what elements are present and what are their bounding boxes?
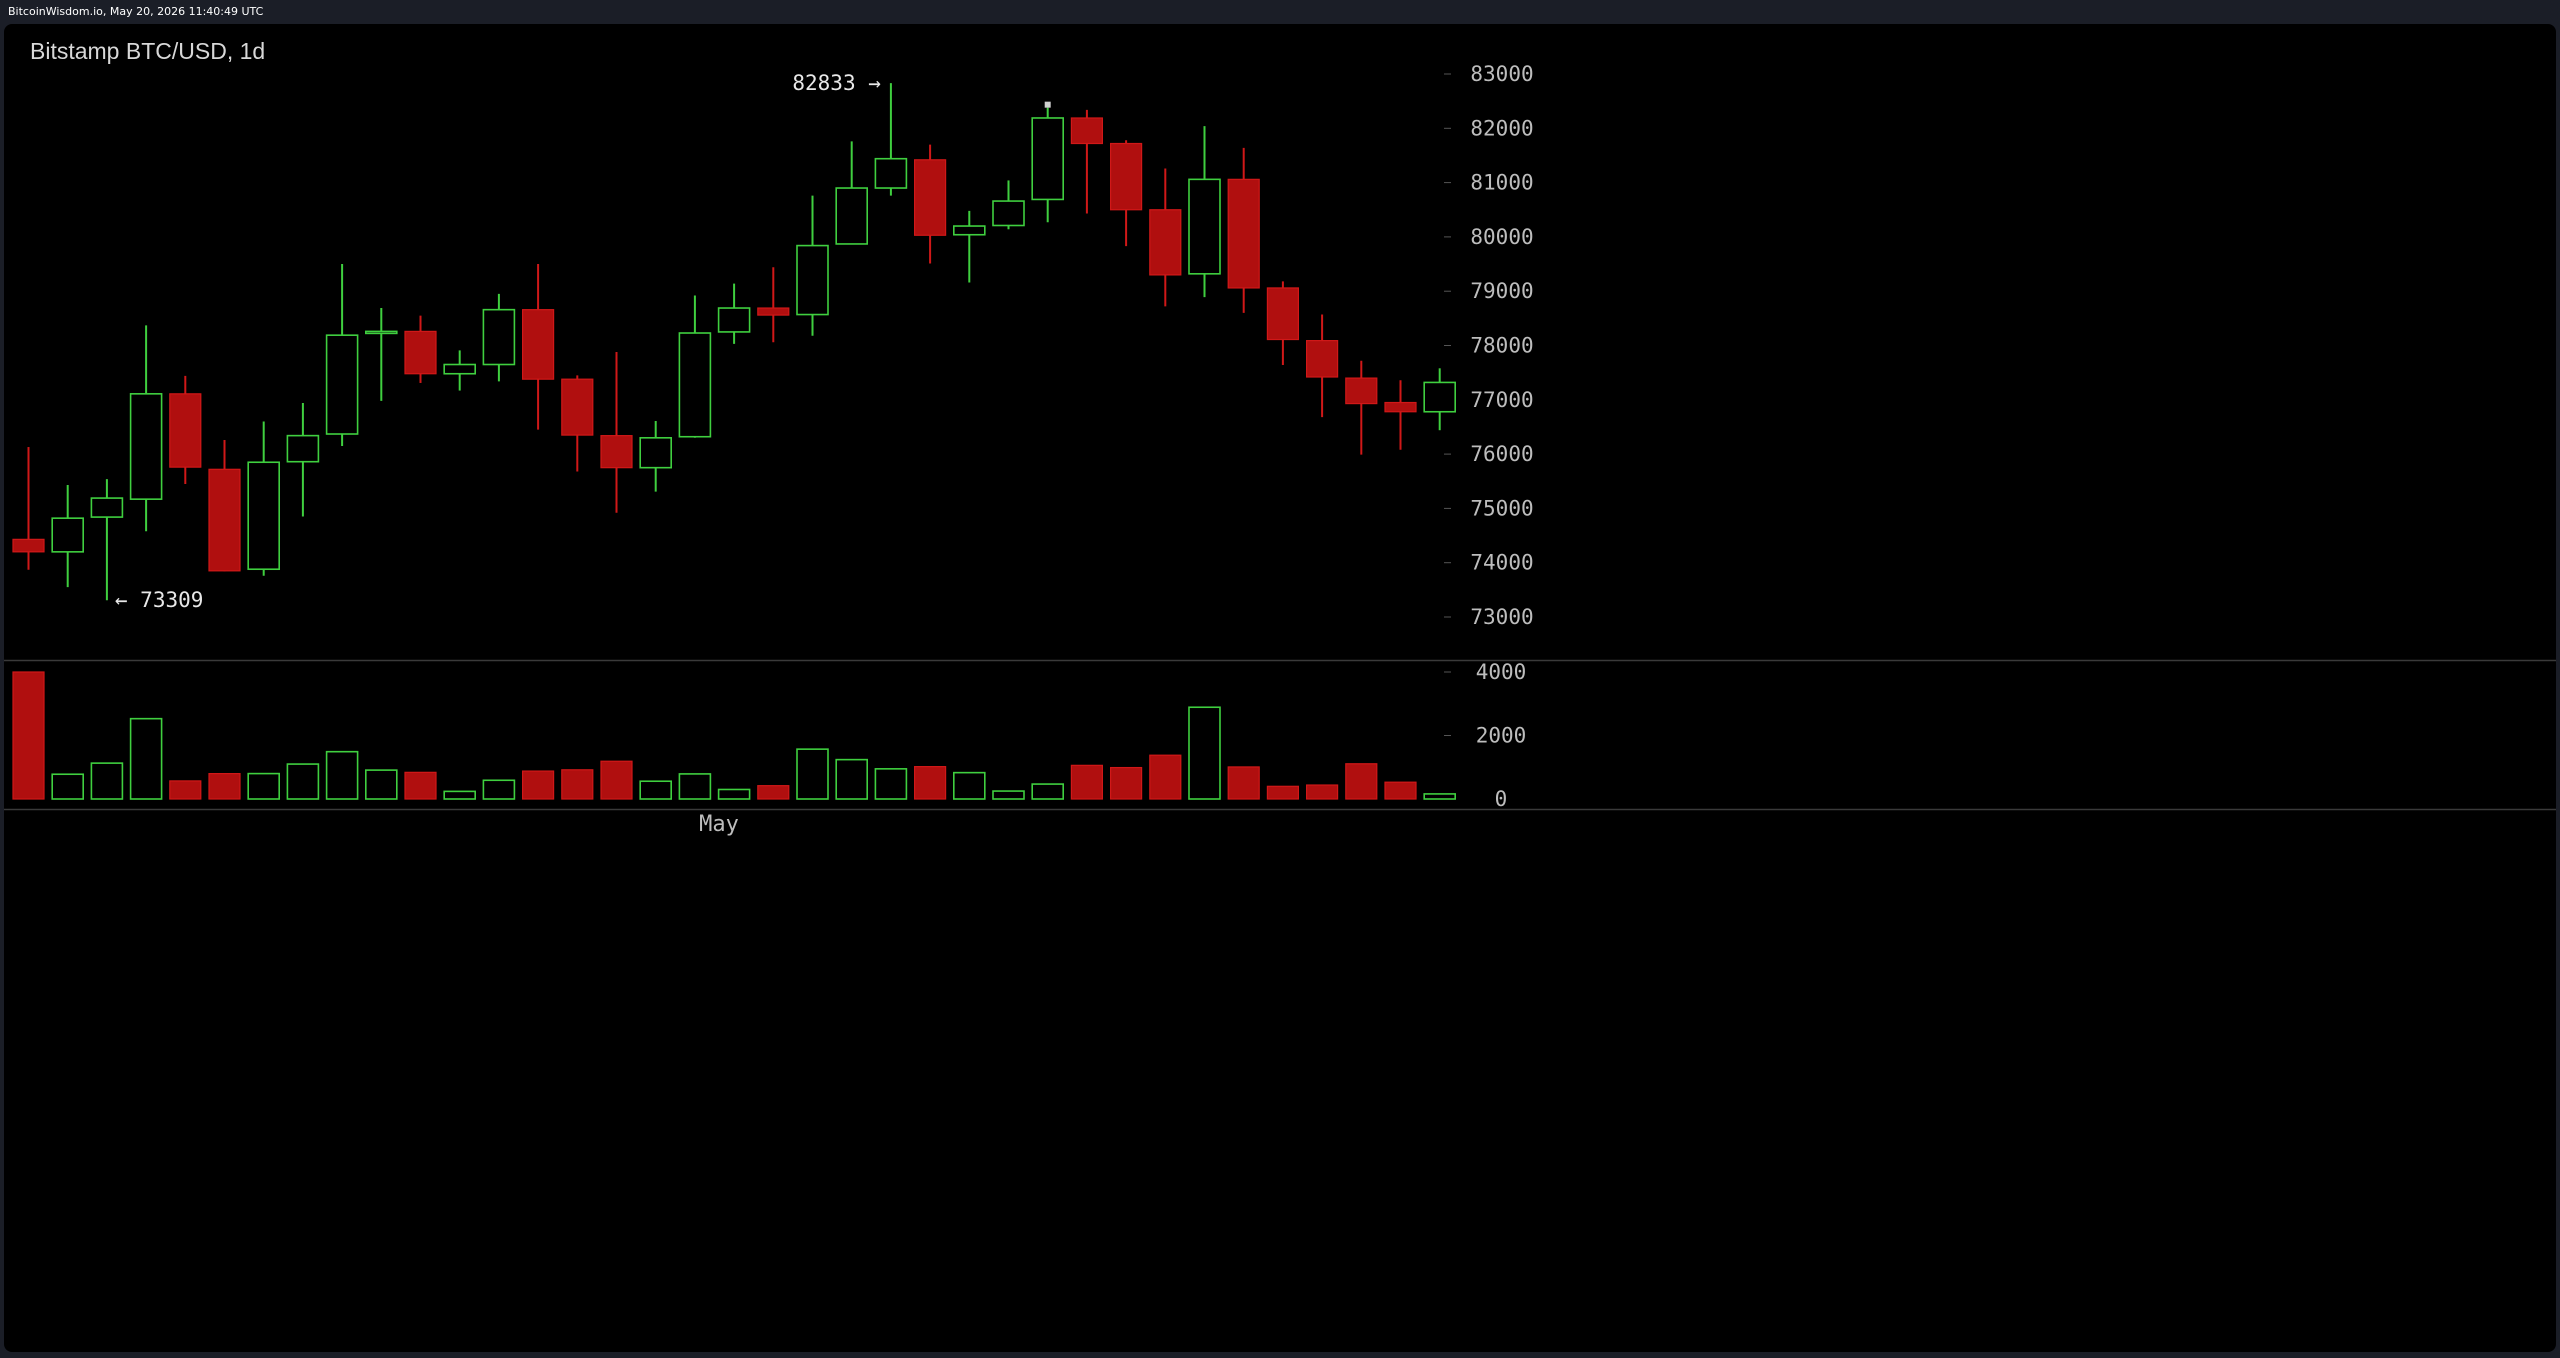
candle-body-down <box>1227 178 1260 289</box>
candle-body-down <box>600 435 633 469</box>
volume-tick-label: 0 <box>1495 787 1508 811</box>
marker-square <box>1044 101 1051 108</box>
volume-bar-down <box>1109 766 1143 800</box>
candle-body-up <box>325 334 359 435</box>
volume-bar-up <box>325 750 359 800</box>
volume-tick-label: 4000 <box>1476 660 1527 684</box>
price-tick-label: 75000 <box>1470 496 1533 520</box>
candle-body-up <box>952 225 986 236</box>
volume-bar-up <box>678 773 712 800</box>
volume-bar-down <box>404 771 437 800</box>
volume-bar-up <box>90 762 124 800</box>
candle-body-down <box>12 538 45 553</box>
candle-body-down <box>1266 287 1300 341</box>
price-tick-label: 74000 <box>1470 551 1533 575</box>
volume-bar-down <box>600 760 633 800</box>
candle-body-up <box>1188 178 1221 275</box>
volume-bar-up <box>717 788 751 800</box>
candle-body-down <box>1305 340 1339 378</box>
candle-body-up <box>443 363 477 375</box>
candle-body-down <box>208 468 241 572</box>
volume-bar-up <box>443 790 477 800</box>
candle-body-up <box>1423 381 1456 413</box>
volume-bar-down <box>1070 764 1104 800</box>
candle-body-up <box>364 330 398 335</box>
volume-bar-down <box>208 772 241 800</box>
low-annotation: ← 73309 <box>115 588 204 612</box>
volume-bar-up <box>286 763 320 800</box>
candle-body-up <box>90 497 124 518</box>
volume-bar-down <box>1266 785 1300 800</box>
volume-bar-down <box>12 671 45 800</box>
candle-body-down <box>757 307 790 316</box>
volume-bar-down <box>1305 784 1339 800</box>
candle-body-down <box>561 378 594 436</box>
price-tick-label: 80000 <box>1470 225 1533 249</box>
volume-bar-down <box>1384 781 1417 800</box>
price-tick-label: 73000 <box>1470 605 1533 629</box>
volume-bar-down <box>913 766 947 800</box>
chart-panel[interactable]: 73000 74000 75000 76000 77000 78000 79000 80000… <box>4 24 2556 1352</box>
chart-title: Bitstamp BTC/USD, 1d <box>30 38 266 64</box>
volume-bar-up <box>51 773 85 800</box>
candle-body-down <box>913 159 947 236</box>
high-annotation: 82833 → <box>792 71 881 95</box>
price-tick-label: 82000 <box>1470 116 1533 140</box>
candle-body-down <box>1384 401 1417 413</box>
volume-bar-down <box>521 770 555 800</box>
candle-body-down <box>1070 117 1104 145</box>
candle-body-up <box>286 434 320 463</box>
candle-body-up <box>51 517 85 553</box>
candle-body-up <box>717 307 751 333</box>
price-tick-label: 81000 <box>1470 171 1533 195</box>
candle-body-down <box>169 393 202 468</box>
candle-body-up <box>992 200 1025 227</box>
price-tick-label: 76000 <box>1470 442 1533 466</box>
volume-bar-up <box>129 717 163 800</box>
price-tick-label: 77000 <box>1470 388 1533 412</box>
candle-body-down <box>521 309 555 380</box>
volume-tick-label: 2000 <box>1476 724 1527 748</box>
volume-bar-down <box>1149 754 1182 800</box>
price-tick-label: 78000 <box>1470 334 1533 358</box>
volume-bar-down <box>1345 763 1378 800</box>
volume-bar-up <box>482 779 516 800</box>
volume-bar-up <box>992 790 1025 800</box>
candle-body-down <box>1345 377 1378 405</box>
volume-bar-up <box>639 780 673 800</box>
volume-bar-up <box>364 769 398 800</box>
volume-bar-up <box>247 772 280 800</box>
x-tick-label: May <box>699 812 739 837</box>
volume-bar-down <box>561 769 594 800</box>
candle-body-up <box>639 437 673 469</box>
candle-body-down <box>404 330 437 375</box>
volume-bar-up <box>952 771 986 800</box>
candle-body-up <box>678 332 712 438</box>
price-tick-label: 83000 <box>1470 62 1533 86</box>
candle-body-up <box>129 393 163 500</box>
volume-bar-up <box>874 768 908 800</box>
candle-body-up <box>835 187 869 245</box>
price-tick-label: 79000 <box>1470 279 1533 303</box>
candle-body-down <box>1149 209 1182 276</box>
candle-body-up <box>796 244 829 316</box>
candle-body-up <box>482 308 516 366</box>
volume-bar-up <box>1031 783 1064 800</box>
volume-bar-up <box>1423 793 1456 800</box>
candle-body-up <box>874 157 908 189</box>
candle-body-up <box>247 461 280 571</box>
volume-bar-up <box>1188 706 1221 800</box>
volume-bar-up <box>835 758 869 800</box>
top-bar: BitcoinWisdom.io, May 20, 2026 11:40:49 … <box>0 0 2560 24</box>
candle-body-up <box>1031 117 1064 201</box>
volume-bar-down <box>757 785 790 800</box>
volume-bar-down <box>169 780 202 800</box>
volume-bar-up <box>796 748 829 800</box>
volume-bar-down <box>1227 766 1260 800</box>
candle-body-down <box>1109 142 1143 211</box>
watermark-timestamp: BitcoinWisdom.io, May 20, 2026 11:40:49 … <box>8 5 264 18</box>
price-chart[interactable]: 73000 74000 75000 76000 77000 78000 79000 80000… <box>4 24 2556 1352</box>
